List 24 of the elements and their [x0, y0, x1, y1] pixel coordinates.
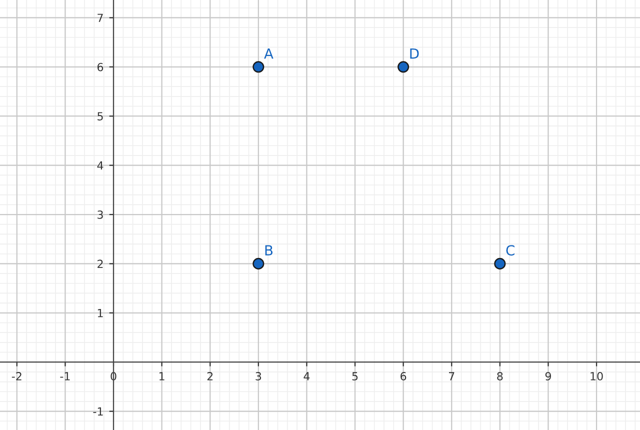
y-tick-label: 1 [98, 309, 103, 318]
y-tick-label: 6 [97, 62, 104, 72]
annotation: B [265, 245, 273, 256]
y-tick-label: 3 [98, 210, 103, 219]
y-tick-label: 4 [97, 161, 104, 170]
x-tick-label: 6 [400, 372, 406, 380]
x-tick-label: 5 [352, 372, 358, 380]
y-tick-label: 7 [98, 14, 103, 22]
x-tick-label: -1 [60, 372, 70, 380]
x-tick-label: 8 [497, 372, 503, 380]
x-tick-label: -2 [12, 372, 22, 380]
x-tick-label: 9 [545, 372, 551, 380]
y-tick-label: -1 [93, 407, 103, 416]
annotation: C [506, 245, 514, 256]
x-tick-label: 7 [449, 372, 454, 380]
y-tick-label: 5 [98, 112, 103, 120]
y-tick-label: 2 [98, 260, 103, 268]
x-tick-label: 10 [590, 372, 603, 380]
x-tick-label: 1 [159, 372, 164, 380]
annotation: A [264, 48, 274, 59]
x-tick-label: 2 [207, 372, 213, 380]
x-tick-label: 3 [256, 372, 262, 380]
x-tick-label: 4 [304, 372, 310, 380]
annotation: D [410, 48, 419, 59]
